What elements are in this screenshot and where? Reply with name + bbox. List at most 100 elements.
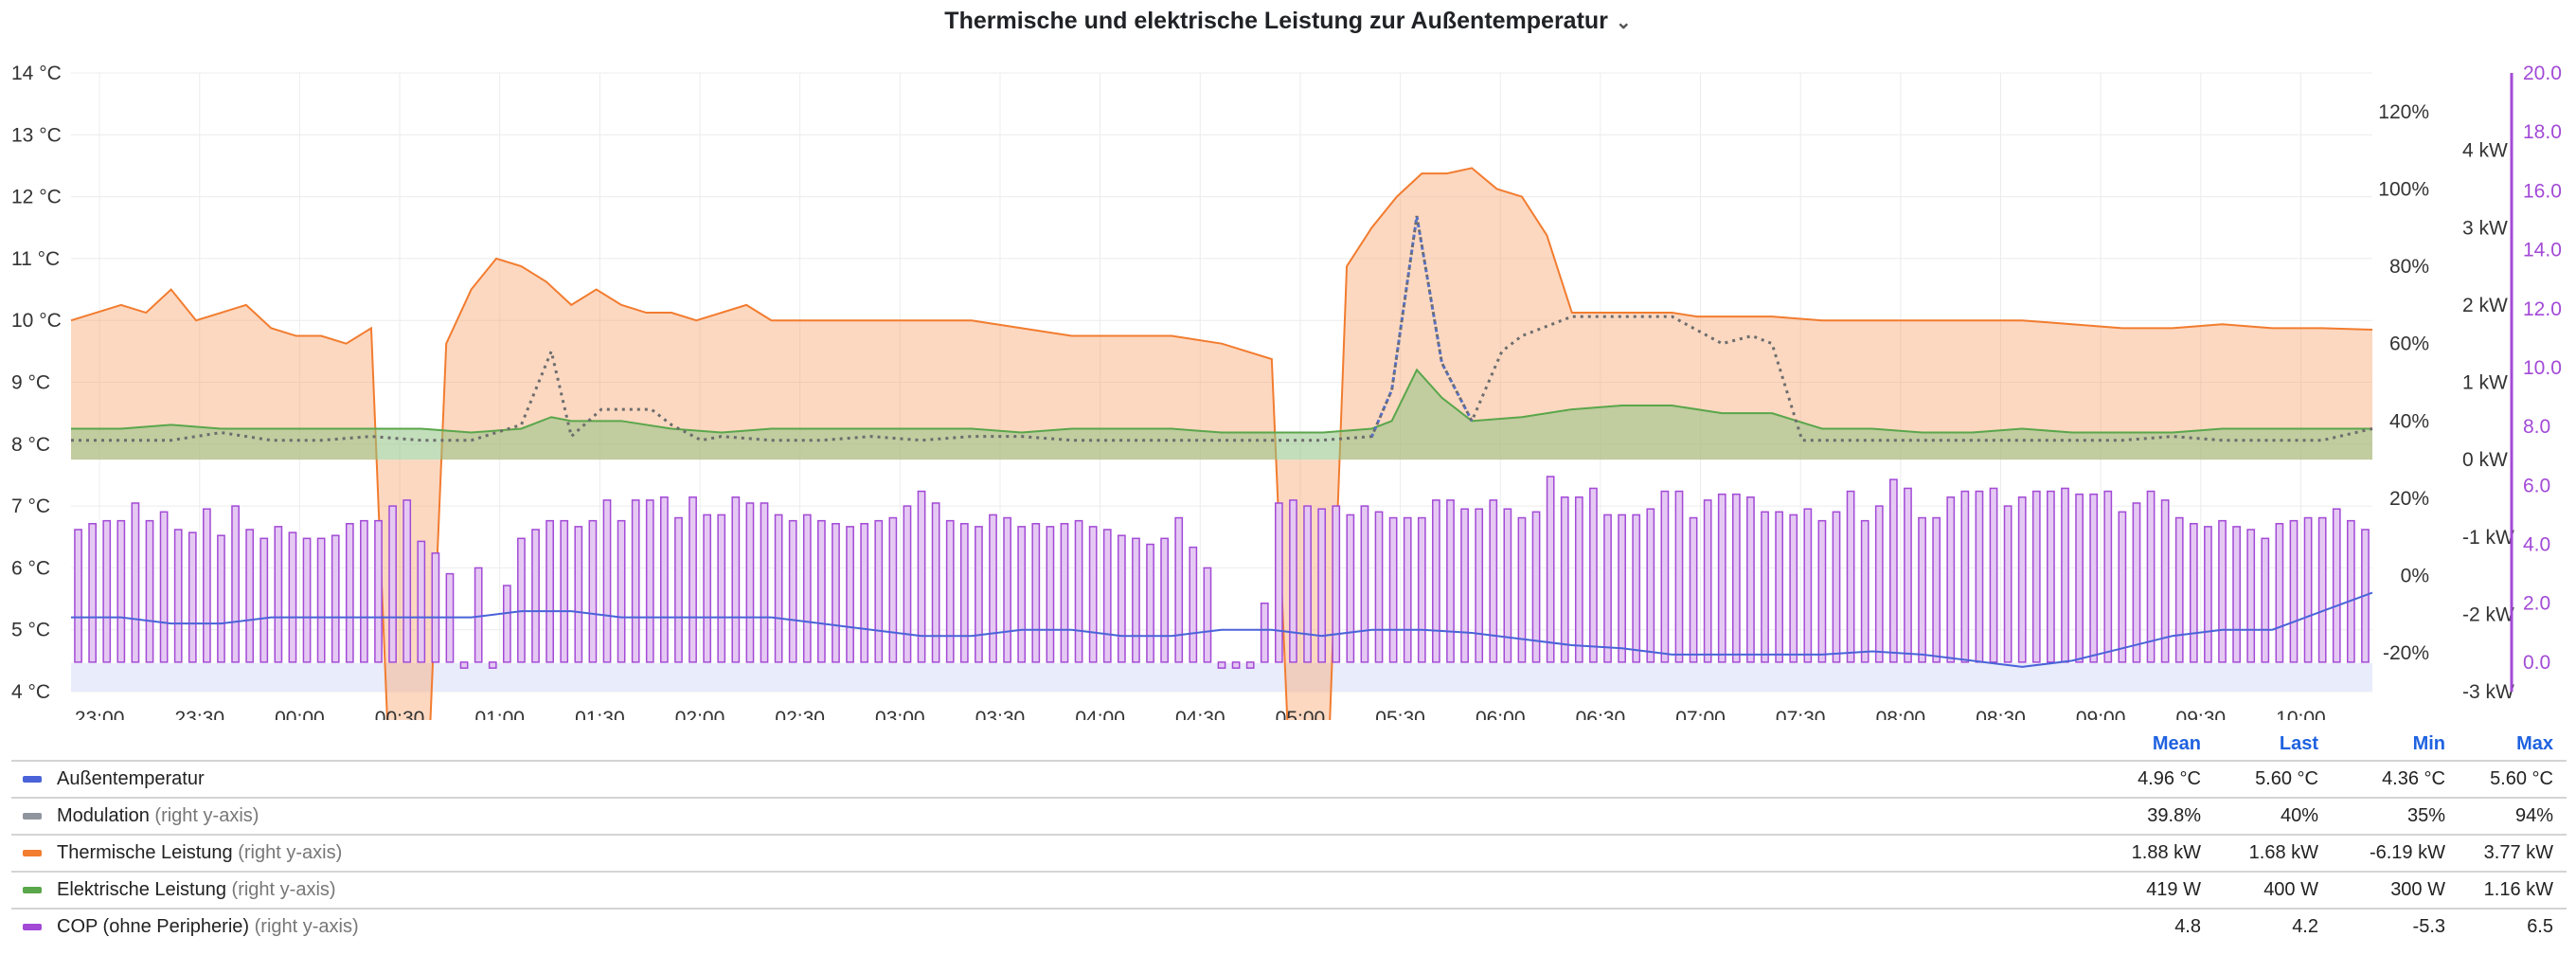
- cop-bar: [1403, 516, 1412, 663]
- cop-bar: [1160, 537, 1169, 663]
- cop-bar: [1989, 487, 1998, 663]
- legend-row[interactable]: Elektrische Leistung (right y-axis) 419 …: [11, 871, 2567, 909]
- cop-bar: [459, 661, 469, 669]
- cop-bar: [517, 537, 526, 663]
- y-left-tick-label: 9 °C: [11, 372, 50, 394]
- cop-bar: [259, 537, 269, 663]
- temperature-line: [71, 591, 2373, 668]
- cop-bar: [2332, 508, 2341, 663]
- cop-bar: [2061, 487, 2069, 663]
- legend-header-mean[interactable]: Mean: [2152, 732, 2201, 754]
- y-percent-tick-label: 120%: [2378, 101, 2429, 123]
- cop-bar: [731, 496, 741, 663]
- y-axis-right-cop: 0.0 2.0 4.0 6.0 8.0 10.0 12.0 14.0 16.0 18.0 20.0: [2510, 63, 2562, 692]
- chevron-down-icon[interactable]: ⌄: [1615, 12, 1632, 33]
- y-kw-tick-label: 1 kW: [2462, 372, 2508, 394]
- cop-bar: [116, 519, 126, 663]
- cop-bar: [531, 529, 540, 663]
- y-kw-tick-label: 0 kW: [2462, 449, 2508, 471]
- x-tick-label: 23:30: [174, 708, 224, 720]
- cop-bar: [2160, 499, 2170, 663]
- x-tick-label: 00:00: [275, 708, 325, 720]
- electric-line: [71, 368, 2372, 434]
- legend-max: 3.77 kW: [2459, 834, 2567, 872]
- time-series-chart[interactable]: 4 °C 5 °C 6 °C 7 °C 8 °C 9 °C 10 °C 11 °C 12 °C 1…: [0, 0, 2576, 720]
- legend-last: 400 W: [2214, 871, 2332, 909]
- cop-bar: [2246, 529, 2256, 663]
- y-cop-tick-label: 0.0: [2523, 652, 2550, 674]
- cop-bar: [1346, 514, 1355, 663]
- cop-bar: [874, 519, 884, 663]
- legend-series-name[interactable]: Außentemperatur: [57, 768, 205, 789]
- legend-series-name[interactable]: COP (ohne Peripherie): [57, 916, 250, 937]
- cop-bar: [1446, 499, 1455, 663]
- y-left-tick-label: 4 °C: [11, 681, 50, 703]
- legend-max: 5.60 °C: [2459, 760, 2567, 798]
- legend-max: 6.5: [2459, 908, 2567, 945]
- cop-bar: [1417, 516, 1426, 663]
- cop-bar: [1531, 511, 1541, 663]
- legend-header-min[interactable]: Min: [2412, 732, 2445, 754]
- cop-bar: [1475, 508, 1484, 663]
- x-tick-label: 02:00: [675, 708, 725, 720]
- cop-bar: [2174, 516, 2184, 663]
- legend-header-max[interactable]: Max: [2516, 732, 2553, 754]
- legend-axis-hint: (right y-axis): [238, 842, 343, 863]
- x-tick-label: 09:30: [2176, 708, 2227, 720]
- legend-mean: 419 W: [2097, 871, 2214, 909]
- legend-min: -5.3: [2332, 908, 2459, 945]
- y-percent-tick-label: 0%: [2401, 566, 2429, 587]
- y-cop-tick-label: 18.0: [2523, 121, 2562, 143]
- legend-row[interactable]: Thermische Leistung (right y-axis) 1.88 …: [11, 834, 2567, 872]
- cop-bar: [1731, 493, 1741, 663]
- legend-row[interactable]: Modulation (right y-axis) 39.8% 40% 35% …: [11, 797, 2567, 835]
- y-kw-tick-label: 3 kW: [2462, 217, 2508, 239]
- legend-row[interactable]: COP (ohne Peripherie) (right y-axis) 4.8…: [11, 908, 2567, 945]
- cop-bar: [788, 519, 797, 663]
- x-tick-label: 07:30: [1776, 708, 1826, 720]
- cop-bar: [1503, 508, 1512, 663]
- cop-bar: [345, 523, 354, 663]
- legend-series-name[interactable]: Thermische Leistung: [57, 842, 233, 863]
- cop-bar: [1388, 516, 1398, 663]
- cop-bar: [703, 514, 712, 663]
- series-modulation: [71, 215, 2373, 442]
- panel-title[interactable]: Thermische und elektrische Leistung zur …: [0, 8, 2576, 35]
- cop-bar: [1660, 490, 1670, 663]
- cop-bar: [1031, 523, 1041, 663]
- cop-bar: [689, 496, 697, 663]
- cop-bar: [631, 499, 640, 663]
- legend-row[interactable]: Außentemperatur 4.96 °C 5.60 °C 4.36 °C …: [11, 760, 2567, 798]
- cop-bar: [2003, 505, 2012, 663]
- cop-bar: [1674, 490, 1684, 663]
- panel-title-text[interactable]: Thermische und elektrische Leistung zur …: [944, 8, 1608, 34]
- legend-header-last[interactable]: Last: [2279, 732, 2318, 754]
- series-color-swatch: [23, 776, 42, 784]
- cop-bar: [1960, 490, 1970, 663]
- series-color-swatch: [23, 924, 42, 931]
- series-elektrische-leistung: [71, 368, 2372, 460]
- cop-bar: [1260, 602, 1269, 663]
- cop-bar: [1088, 526, 1098, 663]
- cop-bar: [1618, 514, 1626, 663]
- cop-bar: [2017, 496, 2027, 663]
- x-tick-label: 05:30: [1375, 708, 1425, 720]
- cop-bar: [917, 490, 926, 663]
- x-tick-label: 03:00: [875, 708, 925, 720]
- cop-bar: [717, 514, 726, 663]
- y-left-tick-label: 12 °C: [11, 187, 62, 208]
- y-cop-tick-label: 10.0: [2523, 357, 2562, 379]
- cop-bar: [102, 519, 112, 663]
- cop-bar: [302, 537, 312, 663]
- cop-bar: [1603, 514, 1612, 663]
- cop-bar: [846, 526, 854, 663]
- y-cop-tick-label: 16.0: [2523, 180, 2562, 202]
- legend-series-name[interactable]: Modulation: [57, 805, 150, 826]
- x-tick-label: 08:30: [1976, 708, 2026, 720]
- cop-bar: [1646, 508, 1655, 663]
- cop-bar: [1589, 487, 1598, 663]
- cop-bar: [316, 537, 326, 663]
- cop-bar: [474, 567, 483, 663]
- legend-series-name[interactable]: Elektrische Leistung: [57, 879, 226, 900]
- legend-mean: 4.96 °C: [2097, 760, 2214, 798]
